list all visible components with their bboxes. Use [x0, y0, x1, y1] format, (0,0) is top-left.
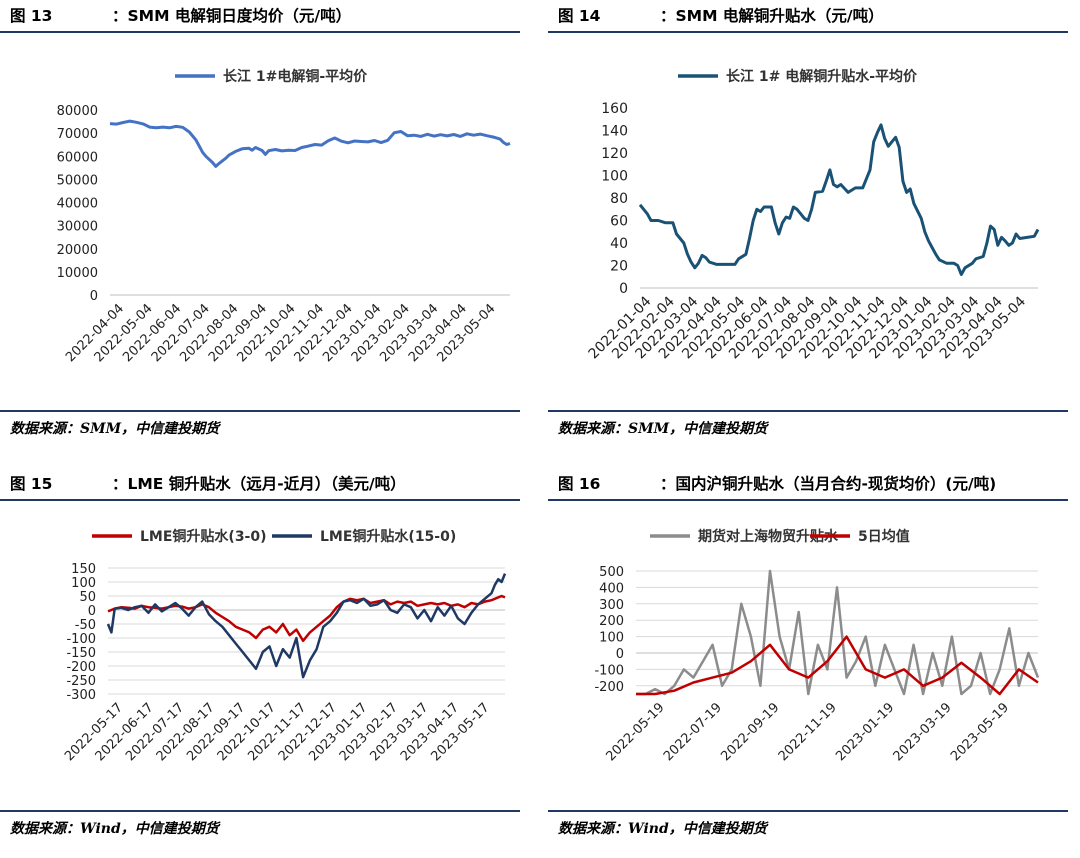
line-chart: -200-10001002003004005002022-05-192022-0… [594, 528, 1040, 764]
y-tick-label: 160 [601, 101, 628, 117]
y-tick-label: 80000 [57, 104, 98, 119]
y-tick-label: 20 [610, 259, 628, 275]
header-rule [0, 499, 520, 501]
y-tick-label: 0 [90, 289, 98, 304]
x-tick-label: 2023-03-19 [891, 700, 955, 764]
x-tick-label: 2022-09-19 [718, 700, 782, 764]
y-tick-label: -100 [594, 663, 624, 678]
line-chart: 0 10000 20000 30000 40000 50000 60000 70000 8000… [57, 68, 511, 365]
y-tick-label: 140 [601, 124, 628, 140]
header-rule [0, 31, 520, 33]
y-tick-label: 60 [610, 214, 628, 230]
y-tick-label: 400 [599, 581, 624, 596]
y-tick-label: 120 [601, 146, 628, 162]
y-tick-label: -50 [75, 618, 96, 633]
x-tick-label: 2023-01-19 [833, 700, 897, 764]
legend-label: 5日均值 [858, 528, 910, 545]
y-tick-label: 0 [619, 281, 628, 297]
y-tick-label: -300 [66, 688, 96, 703]
y-tick-label: -200 [66, 660, 96, 675]
figure-title: ：SMM 电解铜升贴水（元/吨） [660, 7, 884, 25]
y-tick-label: 40 [610, 236, 628, 252]
y-tick-label: 20000 [57, 243, 98, 258]
y-tick-label: 100 [601, 169, 628, 185]
figure-number: 图 16 [558, 475, 601, 493]
y-tick-label: 100 [71, 576, 96, 591]
figure-number: 图 13 [10, 7, 53, 25]
y-tick-label: 500 [599, 565, 624, 580]
y-tick-label: 40000 [57, 197, 98, 212]
figure-header: 图 13 ：SMM 电解铜日度均价（元/吨） [0, 0, 520, 28]
legend-label: 期货对上海物贸升贴水 [698, 528, 839, 545]
x-tick-label: 2023-05-19 [948, 700, 1012, 764]
figure-header: 图 16 ：国内沪铜升贴水（当月合约-现货均价）(元/吨) [548, 468, 1068, 496]
figure-number: 图 14 [558, 7, 601, 25]
series-line [636, 635, 1039, 696]
figure-title: ：国内沪铜升贴水（当月合约-现货均价）(元/吨) [660, 475, 997, 493]
line-chart: 0204060801001201401602022-01-042022-02-0… [586, 68, 1040, 362]
source-note: 数据来源：SMM，中信建投期货 [548, 410, 1068, 437]
series-line [107, 594, 506, 643]
source-text: 数据来源：SMM，中信建投期货 [10, 421, 220, 437]
y-tick-label: 80 [610, 191, 628, 207]
figure-number: 图 15 [10, 475, 53, 493]
y-tick-label: -100 [66, 632, 96, 647]
legend-label: 长江 1#电解铜-平均价 [223, 68, 368, 85]
series-line [106, 573, 507, 679]
y-tick-label: 150 [71, 562, 96, 577]
y-tick-label: 0 [88, 604, 96, 619]
source-text: 数据来源：Wind，中信建投期货 [10, 821, 219, 837]
y-tick-label: 300 [599, 598, 624, 613]
figure-title: ：LME 铜升贴水（远月-近月）（美元/吨） [112, 475, 406, 493]
header-rule [548, 31, 1068, 33]
source-note: 数据来源：Wind，中信建投期货 [548, 810, 1068, 837]
figure-header: 图 15 ：LME 铜升贴水（远月-近月）（美元/吨） [0, 468, 520, 496]
x-tick-label: 2022-11-19 [776, 700, 840, 764]
source-text: 数据来源：SMM，中信建投期货 [558, 421, 768, 437]
y-tick-label: 0 [616, 647, 624, 662]
legend-label: LME铜升贴水(3-0) [140, 528, 267, 545]
source-text: 数据来源：Wind，中信建投期货 [558, 821, 767, 837]
x-tick-label: 2022-07-19 [661, 700, 725, 764]
x-tick-label: 2022-05-19 [604, 700, 668, 764]
y-tick-label: 50 [79, 590, 96, 605]
source-note: 数据来源：SMM，中信建投期货 [0, 410, 520, 437]
figure-15: 图 15 ：LME 铜升贴水（远月-近月）（美元/吨） -300 -250 -200… [0, 468, 520, 858]
legend-label: LME铜升贴水(15-0) [320, 528, 456, 545]
series-line [638, 123, 1040, 276]
figure-14: 图 14 ：SMM 电解铜升贴水（元/吨） 0 20 40 60 80 100 120 140… [548, 0, 1068, 390]
header-rule [548, 499, 1068, 501]
y-tick-label: 100 [599, 631, 624, 646]
y-tick-label: 200 [599, 614, 624, 629]
figure-header: 图 14 ：SMM 电解铜升贴水（元/吨） [548, 0, 1068, 28]
figure-16: 图 16 ：国内沪铜升贴水（当月合约-现货均价）(元/吨) -200 -100 0 1… [548, 468, 1068, 858]
figure-13: 图 13 ：SMM 电解铜日度均价（元/吨） 0 10000 20000 30000 4… [0, 0, 520, 390]
legend-label: 长江 1# 电解铜升贴水-平均价 [726, 68, 918, 85]
series-line [636, 569, 1040, 696]
y-tick-label: 60000 [57, 150, 98, 165]
source-note: 数据来源：Wind，中信建投期货 [0, 810, 520, 837]
y-tick-label: -200 [594, 680, 624, 695]
series-line [109, 119, 511, 168]
y-tick-label: 70000 [57, 127, 98, 142]
figure-title: ：SMM 电解铜日度均价（元/吨） [112, 7, 352, 25]
y-tick-label: 10000 [57, 266, 98, 281]
y-tick-label: 50000 [57, 173, 98, 188]
y-tick-label: -250 [66, 674, 96, 689]
y-tick-label: 30000 [57, 220, 98, 235]
line-chart: -300-250-200-150-100-500501001502022-05-… [62, 528, 507, 764]
y-tick-label: -150 [66, 646, 96, 661]
